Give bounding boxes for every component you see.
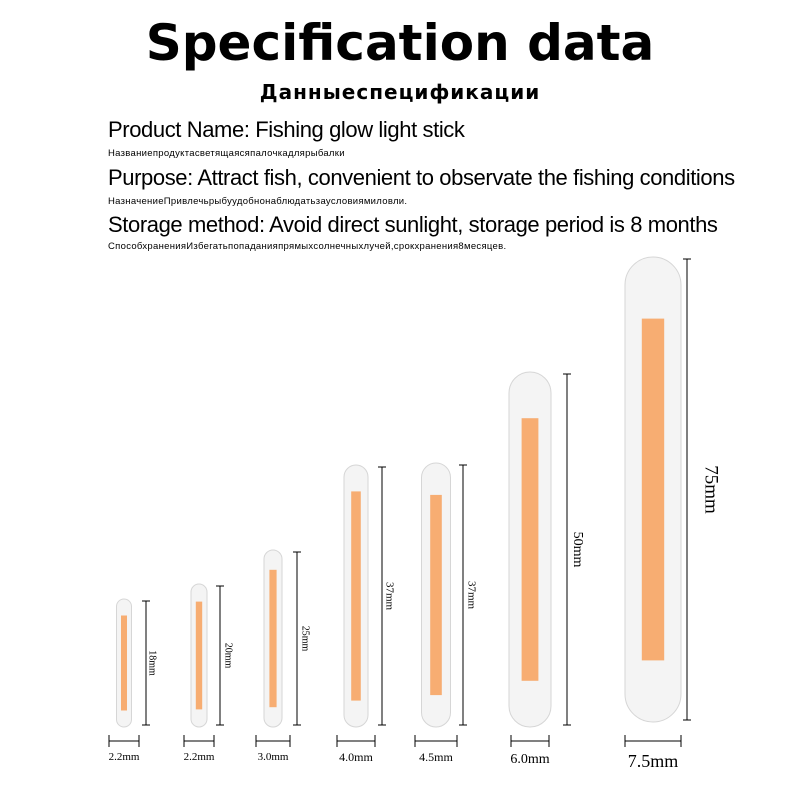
spec-storage-method-translation: СпособхраненияИзбегатьпопаданияпрямыхсол… <box>108 241 507 252</box>
length-label: 18mm <box>147 650 158 676</box>
length-label: 20mm <box>223 643 234 669</box>
diameter-label: 7.5mm <box>628 751 679 771</box>
spec-purpose: Purpose: Attract fish, convenient to obs… <box>108 165 735 190</box>
spec-product-name-translation: Названиепродуктасветящаясяпалочкадлярыба… <box>108 148 345 159</box>
diameter-label: 3.0mm <box>258 751 289 763</box>
page-title: Specification data <box>145 14 655 72</box>
glow-stick-light <box>351 491 361 701</box>
glow-stick-light <box>430 494 442 696</box>
length-label: 25mm <box>300 626 311 652</box>
diameter-label: 2.2mm <box>109 751 140 763</box>
spec-purpose-translation: НазначениеПривлечьрыбуудобнонаблюдатьзау… <box>108 196 408 207</box>
diameter-label: 4.5mm <box>419 750 453 764</box>
glow-stick-light <box>269 569 277 708</box>
length-label: 37mm <box>383 582 395 611</box>
glow-stick-light <box>521 418 539 681</box>
spec-product-name: Product Name: Fishing glow light stick <box>108 117 465 142</box>
diameter-label: 6.0mm <box>510 752 549 767</box>
length-label: 37mm <box>465 581 477 610</box>
glow-stick-light <box>121 615 127 711</box>
diameter-label: 2.2mm <box>184 751 215 763</box>
page-subtitle: Данныеспецификации <box>259 80 541 104</box>
length-label: 50mm <box>570 532 585 568</box>
glow-stick-light <box>195 601 203 710</box>
spec-storage-method: Storage method: Avoid direct sunlight, s… <box>108 212 718 237</box>
diameter-label: 4.0mm <box>339 750 373 764</box>
glow-stick-light <box>641 318 665 661</box>
length-label: 75mm <box>701 465 722 514</box>
